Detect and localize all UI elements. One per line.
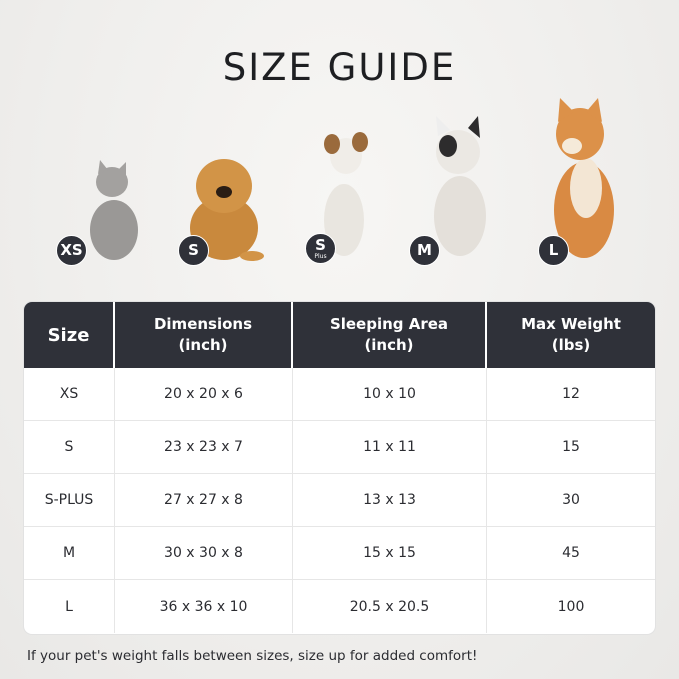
header-text: Size xyxy=(47,324,90,346)
cell-sleeping-area: 15 x 15 xyxy=(293,527,487,579)
header-dimensions: Dimensions (inch) xyxy=(115,302,293,368)
size-badge-l: L xyxy=(538,235,569,266)
header-sleeping-area: Sleeping Area (inch) xyxy=(293,302,487,368)
table-row: S 23 x 23 x 7 11 x 11 15 xyxy=(24,421,655,474)
cell-max-weight: 45 xyxy=(562,545,580,561)
header-unit: (inch) xyxy=(364,336,414,354)
cat-image xyxy=(90,160,138,260)
table-row: S-PLUS 27 x 27 x 8 13 x 13 30 xyxy=(24,474,655,527)
cell-max-weight: 30 xyxy=(562,492,580,508)
cell-dimensions: 30 x 30 x 8 xyxy=(115,527,293,579)
cell-size: M xyxy=(24,527,115,579)
size-badge-s: S xyxy=(178,235,209,266)
badge-label: XS xyxy=(60,241,83,259)
jack-russell-image xyxy=(324,132,368,256)
size-badge-s-plus: S Plus xyxy=(305,233,336,264)
size-badge-xs: XS xyxy=(56,235,87,266)
badge-label: L xyxy=(548,241,559,259)
cell-sleeping-area: 13 x 13 xyxy=(293,474,487,526)
cell-max-weight: 100 xyxy=(557,598,585,615)
cell-sleeping-area: 10 x 10 xyxy=(293,368,487,420)
header-unit: (inch) xyxy=(178,336,228,354)
table-row: XS 20 x 20 x 6 10 x 10 12 xyxy=(24,368,655,421)
cell-max-weight: 15 xyxy=(562,439,580,455)
header-text: Max Weight xyxy=(521,315,621,333)
header-text: Dimensions xyxy=(153,315,253,333)
cell-size: S-PLUS xyxy=(24,474,115,526)
cell-dimensions: 23 x 23 x 7 xyxy=(115,421,293,473)
shiba-inu-image xyxy=(554,98,614,258)
badge-label: S xyxy=(315,235,326,254)
table-row: M 30 x 30 x 8 15 x 15 45 xyxy=(24,527,655,580)
header-unit: (lbs) xyxy=(551,336,591,354)
cell-max-weight: 12 xyxy=(562,386,580,402)
header-size: Size xyxy=(24,302,115,368)
header-max-weight: Max Weight (lbs) xyxy=(487,302,655,368)
cell-size: S xyxy=(24,421,115,473)
badge-label: M xyxy=(417,241,432,259)
page-title: SIZE GUIDE xyxy=(222,46,457,89)
cell-dimensions: 36 x 36 x 10 xyxy=(115,580,293,633)
french-bulldog-image xyxy=(434,116,486,256)
badge-label: S xyxy=(188,241,199,259)
cell-size: L xyxy=(24,580,115,633)
cell-dimensions: 20 x 20 x 6 xyxy=(115,368,293,420)
footnote: If your pet's weight falls between sizes… xyxy=(27,648,478,664)
size-badge-m: M xyxy=(409,235,440,266)
header-text: Sleeping Area xyxy=(329,315,449,333)
cell-dimensions: 27 x 27 x 8 xyxy=(115,474,293,526)
cell-sleeping-area: 20.5 x 20.5 xyxy=(293,580,487,633)
badge-sublabel: Plus xyxy=(314,252,327,260)
table-row: L 36 x 36 x 10 20.5 x 20.5 100 xyxy=(24,580,655,633)
size-table: Size Dimensions (inch) Sleeping Area (inch… xyxy=(24,302,655,634)
table-header: Size Dimensions (inch) Sleeping Area (inch… xyxy=(24,302,655,368)
cell-sleeping-area: 11 x 11 xyxy=(293,421,487,473)
cell-size: XS xyxy=(24,368,115,420)
